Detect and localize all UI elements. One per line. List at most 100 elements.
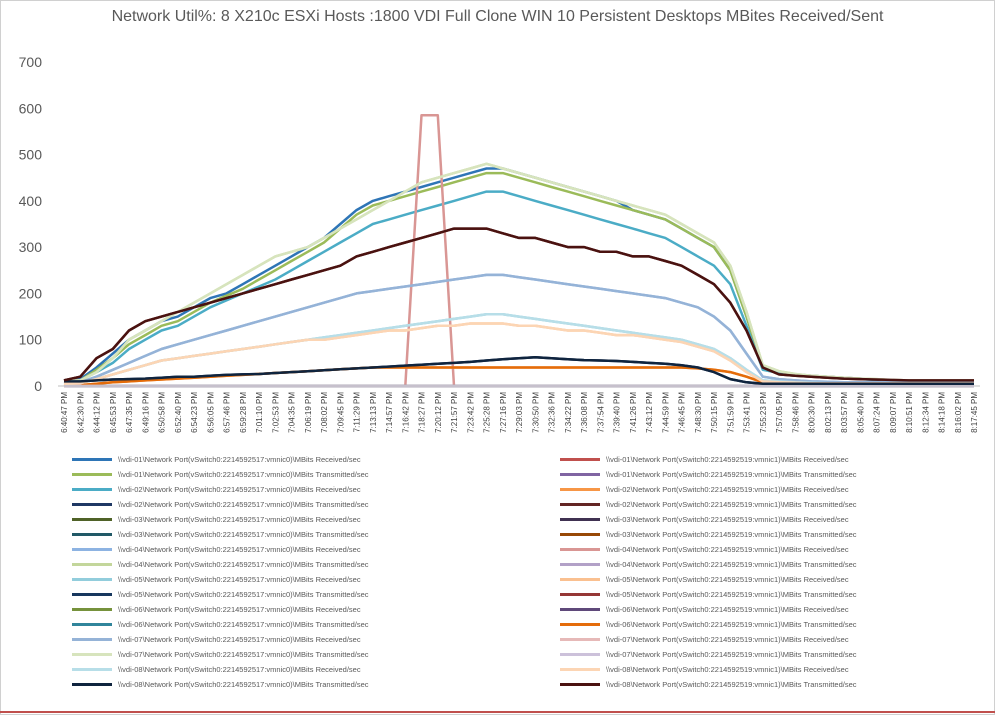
x-tick-label: 7:41:26 PM [629,392,638,433]
legend-label: \\vdi-02\Network Port(vSwitch0:221459251… [606,485,849,494]
x-tick-label: 7:37:54 PM [596,392,605,433]
legend-swatch [72,593,112,596]
y-tick-label: 400 [19,193,43,209]
legend-item: \\vdi-04\Network Port(vSwitch0:221459251… [72,542,361,557]
y-tick-label: 500 [19,147,43,163]
legend-label: \\vdi-01\Network Port(vSwitch0:221459251… [118,470,369,479]
series-line [64,356,974,385]
x-tick-label: 7:46:45 PM [678,392,687,433]
legend-item: \\vdi-07\Network Port(vSwitch0:221459251… [560,647,857,662]
legend-label: \\vdi-02\Network Port(vSwitch0:221459251… [606,500,857,509]
x-tick-label: 6:54:23 PM [190,392,199,433]
series-line [63,273,974,385]
x-tick-label: 7:43:12 PM [645,392,654,433]
legend-item: \\vdi-01\Network Port(vSwitch0:221459251… [72,452,361,467]
legend-swatch [560,578,600,581]
x-tick-label: 6:57:46 PM [223,392,232,433]
y-tick-label: 100 [19,332,43,348]
legend-swatch [72,533,112,536]
legend-label: \\vdi-03\Network Port(vSwitch0:221459251… [118,530,369,539]
x-tick-label: 7:20:12 PM [434,392,443,433]
x-tick-label: 7:04:35 PM [288,392,297,433]
x-tick-label: 7:16:42 PM [401,392,410,433]
legend-label: \\vdi-05\Network Port(vSwitch0:221459251… [118,575,361,584]
x-tick-label: 8:05:40 PM [856,392,865,433]
legend-swatch [560,488,600,491]
legend-swatch [72,638,112,641]
x-tick-label: 6:52:40 PM [174,392,183,433]
legend-swatch [560,623,600,626]
x-tick-label: 8:03:57 PM [840,392,849,433]
legend-item: \\vdi-04\Network Port(vSwitch0:221459251… [560,557,857,572]
y-axis: 0 100 200 300 400 500 600 700 [19,54,43,394]
legend-label: \\vdi-04\Network Port(vSwitch0:221459251… [118,545,361,554]
legend-item: \\vdi-02\Network Port(vSwitch0:221459251… [72,497,369,512]
x-tick-label: 8:07:24 PM [873,392,882,433]
legend-swatch [560,608,600,611]
legend-item: \\vdi-08\Network Port(vSwitch0:221459251… [560,662,849,677]
legend-swatch [72,578,112,581]
x-tick-label: 7:14:57 PM [385,392,394,433]
bottom-rule [0,711,995,713]
legend-label: \\vdi-07\Network Port(vSwitch0:221459251… [606,650,857,659]
x-tick-label: 7:30:50 PM [531,392,540,433]
legend-label: \\vdi-01\Network Port(vSwitch0:221459251… [606,455,849,464]
x-tick-label: 7:09:45 PM [336,392,345,433]
legend-swatch [560,518,600,521]
legend-swatch [72,563,112,566]
legend-item: \\vdi-05\Network Port(vSwitch0:221459251… [560,572,849,587]
legend-swatch [560,638,600,641]
x-tick-label: 6:40:47 PM [60,392,69,433]
legend-item: \\vdi-01\Network Port(vSwitch0:221459251… [72,467,369,482]
legend-item: \\vdi-08\Network Port(vSwitch0:221459251… [72,662,361,677]
legend-item: \\vdi-04\Network Port(vSwitch0:221459251… [72,557,369,572]
x-axis: 6:40:47 PM 6:42:30 PM 6:44:12 PM 6:45:53 PM… [60,392,979,433]
legend-label: \\vdi-02\Network Port(vSwitch0:221459251… [118,485,361,494]
legend-label: \\vdi-06\Network Port(vSwitch0:221459251… [118,620,369,629]
y-tick-label: 200 [19,285,43,301]
x-tick-label: 7:32:36 PM [548,392,557,433]
legend-label: \\vdi-01\Network Port(vSwitch0:221459251… [606,470,857,479]
legend-swatch [560,593,600,596]
chart-title: Network Util%: 8 X210c ESXi Hosts :1800 … [111,8,884,25]
legend-label: \\vdi-08\Network Port(vSwitch0:221459251… [606,665,849,674]
legend-item: \\vdi-05\Network Port(vSwitch0:221459251… [560,587,857,602]
legend-item: \\vdi-08\Network Port(vSwitch0:221459251… [560,677,857,692]
legend-item: \\vdi-06\Network Port(vSwitch0:221459251… [560,602,849,617]
legend-label: \\vdi-02\Network Port(vSwitch0:221459251… [118,500,369,509]
x-tick-label: 6:50:58 PM [158,392,167,433]
series-line [63,227,974,382]
legend-swatch [72,488,112,491]
legend-swatch [72,548,112,551]
x-tick-label: 7:53:41 PM [743,392,752,433]
legend-label: \\vdi-05\Network Port(vSwitch0:221459251… [118,590,369,599]
legend-swatch [560,653,600,656]
y-tick-label: 700 [19,54,43,70]
x-tick-label: 7:08:02 PM [320,392,329,433]
x-tick-label: 7:23:42 PM [466,392,475,433]
legend-swatch [560,473,600,476]
legend-swatch [72,503,112,506]
legend-item: \\vdi-06\Network Port(vSwitch0:221459251… [72,602,361,617]
x-tick-label: 8:14:18 PM [938,392,947,433]
x-tick-label: 7:29:03 PM [515,392,524,433]
legend-label: \\vdi-04\Network Port(vSwitch0:221459251… [118,560,369,569]
legend: \\vdi-01\Network Port(vSwitch0:221459251… [72,452,972,700]
legend-item: \\vdi-02\Network Port(vSwitch0:221459251… [560,497,857,512]
legend-swatch [72,473,112,476]
x-tick-label: 7:50:15 PM [710,392,719,433]
x-tick-label: 6:59:28 PM [239,392,248,433]
x-tick-label: 6:42:30 PM [76,392,85,433]
legend-label: \\vdi-03\Network Port(vSwitch0:221459251… [118,515,361,524]
series-line [63,322,974,385]
x-tick-label: 6:56:05 PM [206,392,215,433]
x-tick-label: 7:13:13 PM [369,392,378,433]
legend-label: \\vdi-04\Network Port(vSwitch0:221459251… [606,560,857,569]
legend-item: \\vdi-03\Network Port(vSwitch0:221459251… [72,512,361,527]
legend-swatch [72,653,112,656]
legend-item: \\vdi-05\Network Port(vSwitch0:221459251… [72,572,361,587]
legend-swatch [72,518,112,521]
legend-label: \\vdi-07\Network Port(vSwitch0:221459251… [118,635,361,644]
legend-item: \\vdi-07\Network Port(vSwitch0:221459251… [72,632,361,647]
